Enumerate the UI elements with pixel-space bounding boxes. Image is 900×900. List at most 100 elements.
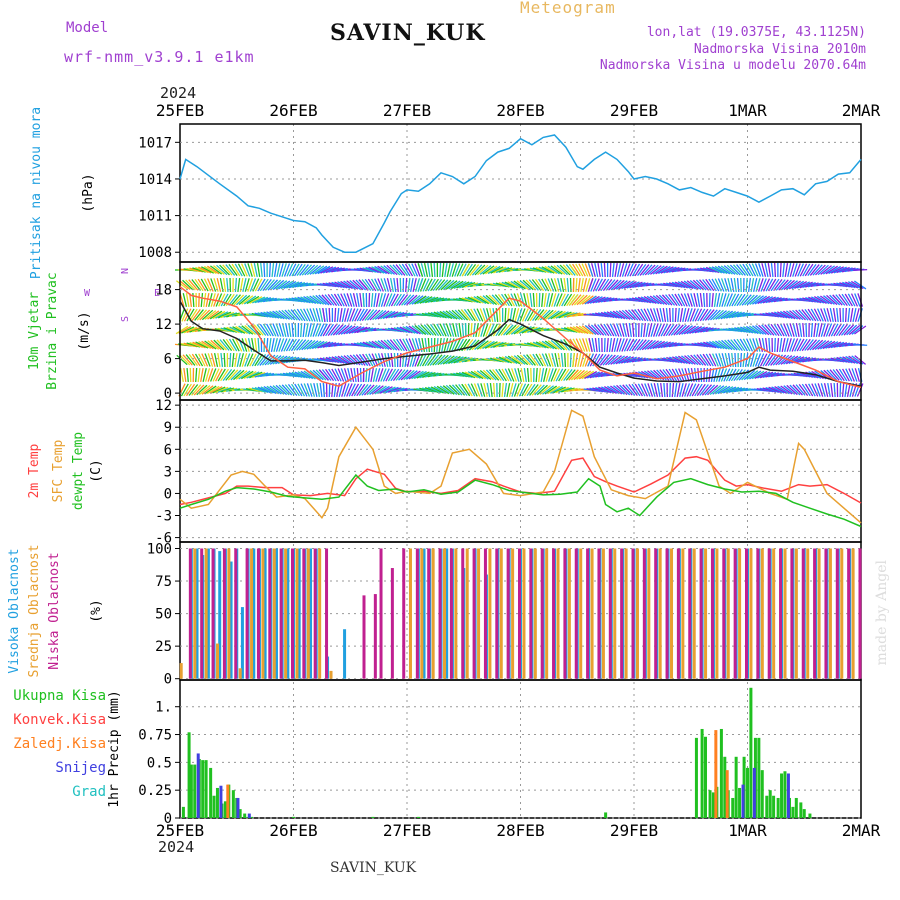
wind-barb [721, 339, 733, 351]
wind-barb [519, 280, 532, 290]
wind-barb [718, 368, 725, 382]
bar [238, 809, 242, 818]
wind-barb [650, 323, 656, 337]
wind-barb [718, 293, 724, 307]
wind-barb [653, 308, 659, 322]
wind-barb [469, 264, 480, 276]
wind-barb [784, 262, 789, 278]
x-tick-label-bottom: 25FEB [156, 821, 204, 840]
wind-barb [176, 280, 188, 290]
wind-barb [246, 295, 260, 305]
wind-barb [424, 372, 439, 378]
wind-barb [558, 387, 572, 393]
wind-barb [767, 324, 778, 336]
wind-barb [531, 279, 542, 291]
wind-barb [584, 353, 591, 367]
wind-barb [538, 367, 542, 383]
wind-barb [527, 326, 541, 334]
wind-barb [854, 293, 861, 307]
wind-barb [495, 266, 510, 274]
wind-barb [437, 354, 449, 366]
wind-barb [589, 353, 598, 367]
bar [715, 548, 719, 679]
wind-barb [198, 385, 211, 395]
wind-barb [220, 368, 230, 382]
wind-barb [307, 323, 312, 337]
wind-barb [461, 297, 476, 303]
wind-barb [823, 295, 835, 305]
wind-barb [275, 355, 288, 365]
wind-barb [361, 279, 372, 291]
wind-barb [392, 264, 403, 276]
wind-barb [429, 323, 440, 337]
bar [477, 548, 481, 679]
bar [431, 548, 435, 679]
wind-barb [514, 308, 520, 322]
wind-barb [594, 337, 598, 353]
wind-barb [374, 265, 388, 275]
wind-barb [611, 262, 615, 278]
wind-barb [576, 294, 588, 306]
wind-barb [679, 307, 684, 323]
bar [204, 760, 208, 818]
wind-barb [306, 264, 319, 276]
wind-barb [281, 263, 287, 277]
wind-barb [390, 327, 405, 333]
bar [227, 548, 231, 679]
wind-barb [684, 308, 690, 322]
wind-barb [597, 312, 612, 318]
wind-barb [714, 265, 728, 275]
wind-barb [736, 264, 746, 276]
wind-barb [490, 341, 504, 349]
wind-barb [802, 297, 816, 303]
wind-barb [210, 278, 217, 292]
bar [620, 548, 624, 679]
bar [506, 548, 510, 679]
wind-barb [498, 267, 513, 273]
wind-barb [579, 353, 585, 367]
bar [472, 548, 476, 679]
wind-barb [254, 386, 269, 394]
y-tick-label: 6 [164, 442, 172, 458]
wind-barb [448, 280, 461, 290]
wind-barb [318, 294, 330, 306]
wind-barb [241, 295, 254, 305]
wind-barb [244, 263, 251, 277]
wind-barb [387, 368, 397, 382]
wind-barb [708, 266, 723, 274]
wind-barb [355, 354, 366, 366]
wind-barb [186, 308, 195, 322]
wind-barb [587, 263, 594, 277]
wind-barb [624, 263, 631, 277]
wind-barb [801, 338, 811, 352]
wind-barb [727, 339, 738, 351]
bar [563, 548, 567, 679]
wind-barb [553, 310, 566, 320]
wind-barb [272, 310, 285, 320]
wind-barb [757, 278, 764, 292]
wind-barb [304, 322, 309, 338]
wind-barb [346, 280, 359, 290]
wind-barb [542, 309, 554, 321]
wind-barb [829, 294, 841, 306]
wind-barb [379, 386, 393, 394]
wind-barb [328, 267, 343, 273]
wind-barb [234, 263, 243, 277]
wind-barb [390, 293, 399, 307]
wind-barb [822, 340, 836, 350]
wind-barb [687, 308, 693, 322]
wind-barb [601, 386, 615, 394]
wind-barb [183, 326, 198, 334]
wind-barb [325, 282, 340, 288]
wind-barb [388, 293, 396, 307]
panel-frame-precip [179, 679, 862, 819]
wind-barb [442, 310, 455, 320]
wind-barb [852, 308, 857, 322]
wind-barb [461, 371, 476, 379]
wind-barb [217, 368, 226, 382]
wind-barb [356, 308, 365, 322]
wind-barb [240, 263, 248, 277]
wind-barb [298, 339, 310, 351]
wind-barb [200, 367, 204, 383]
wind-barb [581, 295, 594, 305]
